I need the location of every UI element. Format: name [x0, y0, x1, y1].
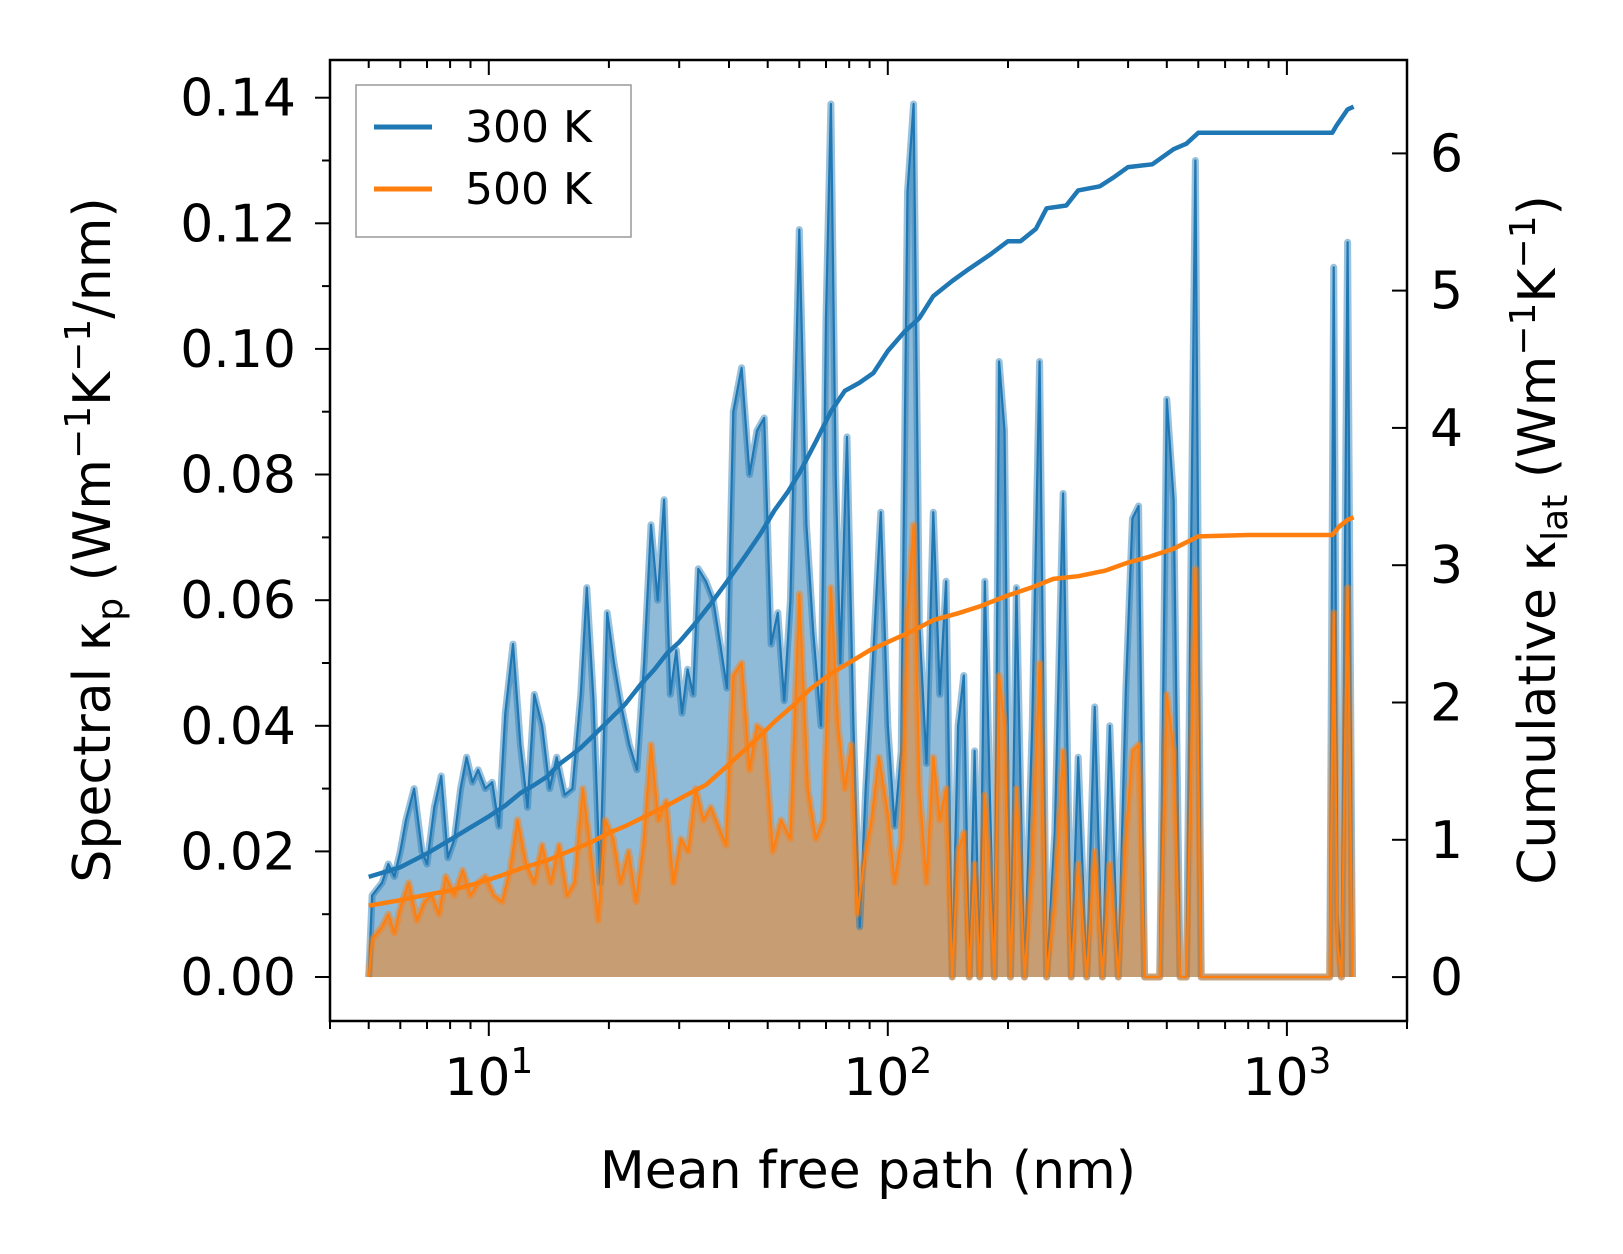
- y-tick-label: 0.06: [180, 571, 296, 631]
- plot-frame: [328, 58, 1409, 1023]
- spectral-fills: [368, 104, 1353, 977]
- cumulative-lines: [368, 104, 1355, 908]
- y-tick-label: 0.10: [180, 320, 296, 380]
- y-axis-title: Spectral κp (Wm−1K−1/nm): [58, 197, 131, 882]
- y2-tick-label: 2: [1430, 674, 1463, 734]
- x-tick-label: 101: [444, 1041, 533, 1108]
- legend-box: [355, 84, 632, 238]
- y-tick-label: 0.00: [180, 948, 296, 1008]
- y2-tick-label: 4: [1430, 399, 1463, 459]
- spectral-line-500k: [367, 523, 1354, 979]
- x-tick-label: 102: [843, 1041, 932, 1108]
- tick-labels: 101 102 1030.000.020.040.060.080.100.120.1…: [180, 69, 1463, 1108]
- cumulative-line-500k: [368, 515, 1355, 908]
- y2-tick-label: 3: [1430, 536, 1463, 596]
- spectral-line-300k: [367, 102, 1354, 979]
- legend-label-500k: 500 K: [465, 164, 593, 215]
- legend: 300 K 500 K: [355, 84, 632, 238]
- y-tick-label: 0.12: [180, 194, 296, 254]
- x-axis-title: Mean free path (nm): [600, 1141, 1136, 1201]
- spectral-fill-300k: [368, 104, 1353, 977]
- y2-tick-label: 5: [1430, 262, 1463, 322]
- y-tick-label: 0.04: [180, 697, 296, 757]
- y-tick-label: 0.14: [180, 69, 296, 129]
- legend-label-300k: 300 K: [465, 102, 593, 153]
- y2-tick-label: 6: [1430, 124, 1463, 184]
- spectral-lines: [365, 100, 1356, 981]
- axis-ticks: [315, 60, 1408, 1036]
- x-tick-label: 103: [1242, 1041, 1331, 1108]
- y2-tick-label: 0: [1430, 948, 1463, 1008]
- y-tick-label: 0.02: [180, 822, 296, 882]
- cumulative-line-300k: [368, 104, 1355, 880]
- y2-tick-label: 1: [1430, 811, 1463, 871]
- y-tick-label: 0.08: [180, 446, 296, 506]
- y2-axis-title: Cumulative κlat (Wm−1K−1): [1503, 195, 1576, 885]
- spectral-fill-500k: [368, 524, 1353, 977]
